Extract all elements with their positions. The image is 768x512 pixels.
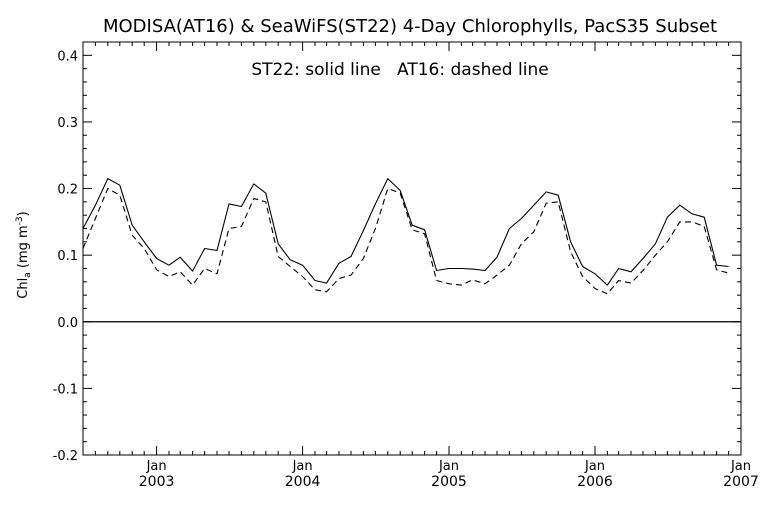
y-axis-label-main: Chl (16, 278, 31, 299)
y-tick-label: 0.4 (57, 49, 78, 64)
y-axis-label-close: ) (16, 211, 31, 216)
y-axis-label: Chla (mg m-3) (15, 211, 33, 298)
chart-title: MODISA(AT16) & SeaWiFS(ST22) 4-Day Chlor… (103, 16, 717, 37)
y-tick-label: 0.2 (57, 183, 78, 198)
y-tick-label: -0.1 (53, 382, 78, 397)
y-tick-label: -0.2 (53, 449, 78, 464)
y-tick-label: 0.0 (57, 316, 78, 331)
plot-frame (82, 41, 742, 456)
y-axis: -0.2 -0.1 0.0 0.1 0.2 0.3 0.4 (53, 49, 741, 464)
x-tick-year-label: 2006 (577, 474, 613, 490)
y-tick-label: 0.1 (57, 249, 78, 264)
series-line-at16 (82, 187, 729, 295)
x-tick-month-label: Jan (730, 459, 751, 474)
plot-border (82, 41, 742, 456)
x-tick-year-label: 2005 (431, 474, 467, 490)
x-tick-month-label: Jan (584, 459, 605, 474)
x-tick-year-label: 2007 (723, 474, 759, 490)
series-layer (82, 178, 741, 323)
y-tick-label: 0.3 (57, 116, 78, 131)
y-axis-label-units-exponent: -3 (15, 216, 25, 225)
x-tick-month-label: Jan (146, 459, 167, 474)
x-tick-year-label: 2003 (139, 474, 175, 490)
x-tick-month-label: Jan (438, 459, 459, 474)
series-line-st22 (82, 178, 729, 286)
chart-annotation: ST22: solid line AT16: dashed line (251, 60, 548, 80)
x-tick-year-label: 2004 (285, 474, 321, 490)
x-tick-month-label: Jan (292, 459, 313, 474)
y-axis-label-sub: a (23, 272, 33, 278)
y-axis-label-units: (mg m (16, 225, 31, 272)
